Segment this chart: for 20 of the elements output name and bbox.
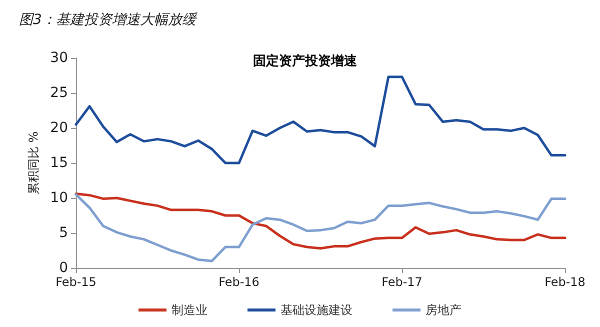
- line-series: [74, 76, 566, 164]
- y-tick-label: 5: [59, 225, 68, 241]
- y-tick-label: 30: [50, 50, 68, 66]
- y-tick-label: 25: [50, 85, 68, 101]
- legend-label: 房地产: [426, 303, 462, 317]
- x-tick-label: Feb-18: [544, 275, 586, 289]
- line-series: [74, 192, 566, 250]
- x-tick-label: Feb-17: [382, 275, 422, 289]
- y-axis-title: 累积同比 %: [26, 131, 40, 195]
- y-tick-label: 15: [50, 155, 68, 171]
- legend-label: 制造业: [172, 303, 208, 317]
- x-tick-label: Feb-15: [56, 275, 96, 289]
- y-tick-label: 10: [50, 190, 68, 206]
- x-tick-label: Feb-16: [218, 275, 260, 289]
- chart-title: 图3：基建投资增速大幅放缓: [19, 12, 198, 28]
- legend-label: 基础设施建设: [280, 303, 352, 317]
- y-tick-label: 0: [59, 260, 68, 276]
- y-tick-label: 20: [50, 120, 68, 136]
- chart-subtitle: 固定资产投资增速: [253, 53, 358, 69]
- line-series: [74, 193, 566, 262]
